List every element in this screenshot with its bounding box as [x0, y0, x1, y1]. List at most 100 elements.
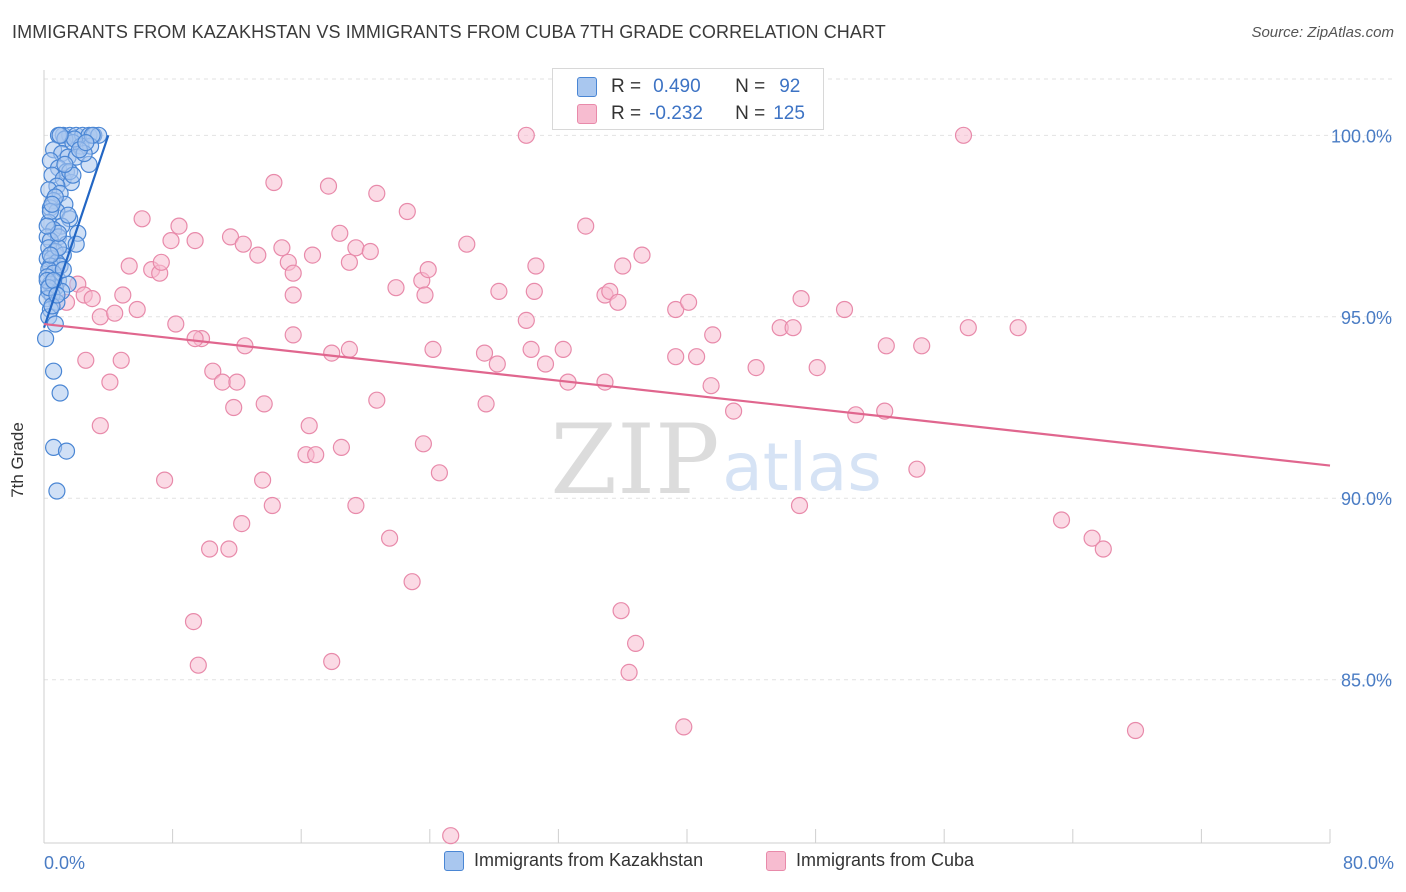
point-cuba: [162, 232, 180, 250]
point-cuba: [170, 217, 188, 235]
point-cuba: [1052, 511, 1071, 529]
point-cuba: [133, 210, 151, 228]
point-cuba: [477, 395, 495, 413]
watermark-zip: ZIP: [550, 404, 719, 516]
point-kazakhstan: [57, 442, 76, 460]
point-cuba: [387, 279, 405, 297]
r-value-cuba: -0.232: [649, 103, 703, 124]
point-cuba: [368, 184, 386, 202]
point-cuba: [877, 337, 895, 355]
point-cuba: [633, 246, 651, 264]
point-cuba: [614, 257, 632, 275]
point-cuba: [120, 257, 138, 275]
point-cuba: [381, 529, 399, 547]
point-cuba: [220, 540, 238, 558]
point-cuba: [186, 232, 204, 250]
point-cuba: [189, 656, 207, 674]
point-cuba: [835, 300, 854, 319]
point-kazakhstan: [44, 362, 63, 380]
point-cuba: [91, 417, 109, 435]
point-cuba: [234, 235, 252, 253]
point-cuba: [517, 311, 535, 329]
tick-labels: 100.0% 95.0% 90.0% 85.0% 0.0% 80.0%: [44, 126, 1394, 873]
point-cuba: [724, 402, 743, 420]
point-cuba: [792, 290, 810, 308]
point-cuba: [273, 239, 291, 257]
n-value-cuba: 125: [773, 103, 805, 124]
point-cuba: [332, 438, 350, 456]
point-cuba: [488, 355, 506, 373]
point-cuba: [954, 126, 973, 144]
n-value-kazakhstan: 92: [779, 76, 801, 97]
point-cuba: [667, 348, 685, 366]
point-cuba: [609, 293, 627, 311]
point-cuba: [254, 471, 272, 489]
point-cuba: [284, 326, 302, 344]
point-cuba: [323, 344, 341, 362]
stats-row-kazakhstan: R = 0.490 N = 92: [577, 74, 800, 100]
series-cuba: [57, 126, 1145, 845]
point-cuba: [675, 718, 693, 736]
point-cuba: [687, 348, 706, 366]
point-cuba: [307, 446, 325, 464]
point-cuba: [221, 228, 240, 246]
point-cuba: [596, 373, 614, 391]
point-cuba: [340, 340, 358, 358]
r-value-kazakhstan: 0.490: [653, 76, 701, 97]
point-cuba: [347, 239, 365, 257]
point-cuba: [442, 827, 460, 845]
point-kazakhstan: [38, 217, 56, 235]
point-cuba: [398, 202, 416, 221]
y-axis-label: 7th Grade: [8, 422, 27, 498]
point-cuba: [424, 340, 442, 358]
point-cuba: [458, 235, 476, 253]
point-cuba: [704, 326, 722, 344]
point-cuba: [186, 330, 204, 348]
point-cuba: [303, 246, 322, 264]
point-cuba: [204, 362, 222, 380]
point-cuba: [128, 300, 146, 319]
point-cuba: [263, 496, 281, 515]
point-cuba: [747, 359, 765, 377]
point-cuba: [213, 373, 231, 391]
point-cuba: [527, 257, 545, 275]
point-cuba: [77, 351, 95, 369]
point-cuba: [612, 602, 630, 620]
trend-line-kazakhstan: [42, 134, 110, 329]
point-cuba: [284, 264, 302, 282]
legend-item-cuba[interactable]: Immigrants from Cuba: [766, 850, 974, 871]
point-kazakhstan: [59, 206, 77, 224]
point-cuba: [249, 246, 267, 264]
point-cuba: [490, 282, 508, 300]
trend-lines: [42, 134, 1331, 467]
point-cuba: [1083, 529, 1101, 547]
point-cuba: [536, 355, 555, 373]
point-cuba: [667, 300, 685, 319]
point-cuba: [790, 496, 809, 515]
point-cuba: [323, 652, 341, 671]
point-kazakhstan: [56, 155, 74, 173]
stats-row-cuba: R = -0.232 N = 125: [577, 101, 805, 127]
axes: [43, 70, 1331, 844]
point-cuba: [908, 460, 926, 478]
point-cuba: [101, 373, 119, 391]
legend-swatch-cuba: [766, 850, 786, 871]
point-cuba: [331, 224, 349, 242]
point-cuba: [300, 417, 318, 435]
point-cuba: [419, 261, 437, 279]
point-cuba: [284, 286, 302, 304]
r-label: R =: [611, 76, 642, 97]
legend-item-kazakhstan[interactable]: Immigrants from Kazakhstan: [444, 850, 703, 871]
trend-line-cuba: [43, 322, 1331, 467]
chart-title: IMMIGRANTS FROM KAZAKHSTAN VS IMMIGRANTS…: [12, 22, 886, 42]
stats-swatch-kazakhstan: [577, 77, 597, 97]
stats-swatch-cuba: [577, 104, 597, 124]
point-cuba: [361, 242, 379, 261]
point-cuba: [255, 395, 273, 413]
point-cuba: [112, 351, 130, 369]
y-tick-label: 85.0%: [1341, 671, 1392, 691]
point-cuba: [626, 634, 645, 653]
legend-label-kazakhstan: Immigrants from Kazakhstan: [474, 850, 704, 870]
point-cuba: [517, 126, 535, 144]
point-cuba: [225, 398, 243, 417]
